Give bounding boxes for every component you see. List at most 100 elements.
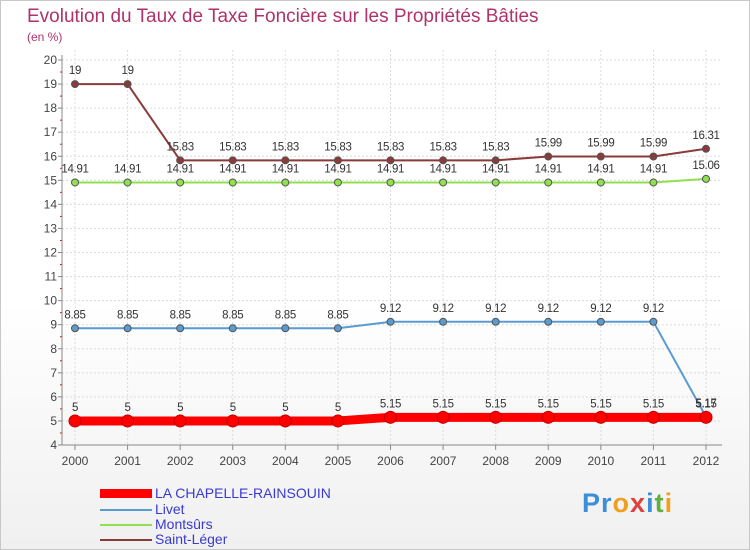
data-point [176, 178, 185, 187]
data-point [281, 178, 290, 187]
data-point [649, 152, 658, 161]
data-label: 15.83 [219, 141, 246, 153]
x-tick-label: 2001 [114, 454, 141, 468]
y-tick-label: 20 [44, 53, 58, 67]
x-tick-label: 2004 [272, 454, 299, 468]
data-label: 15.99 [640, 137, 667, 149]
data-label: 14.91 [272, 163, 299, 175]
data-label: 9.12 [485, 303, 506, 315]
data-label: 15.83 [324, 141, 351, 153]
legend-swatch [100, 539, 152, 541]
y-tick-label: 6 [50, 390, 57, 404]
data-point [439, 156, 448, 165]
data-point [491, 317, 500, 326]
data-point [491, 156, 500, 165]
data-label: 9.12 [590, 303, 611, 315]
y-tick-label: 7 [50, 366, 57, 380]
data-point [71, 178, 79, 187]
data-label: 8.85 [64, 309, 85, 321]
y-tick-label: 12 [44, 246, 58, 260]
x-tick-label: 2003 [219, 454, 246, 468]
data-label: 15.06 [692, 160, 719, 172]
proxiti-logo: Proxiti [582, 488, 674, 518]
data-point [544, 152, 553, 161]
y-tick-label: 19 [44, 77, 58, 91]
chart-unit: (en %) [27, 30, 63, 44]
data-point [123, 178, 132, 187]
data-label: 15.83 [429, 141, 456, 153]
data-point [439, 317, 448, 326]
legend-label: Saint-Léger [155, 531, 228, 547]
data-point [702, 174, 710, 183]
data-label: 19 [121, 65, 133, 77]
y-tick-label: 17 [44, 125, 58, 139]
data-label: 15.83 [272, 141, 299, 153]
data-point [596, 317, 605, 326]
data-label: 15.99 [587, 137, 614, 149]
data-label: 8.85 [327, 309, 348, 321]
legend-swatch [100, 509, 152, 511]
data-point [436, 410, 450, 424]
data-point [699, 410, 713, 424]
y-tick-label: 15 [44, 173, 58, 187]
data-point [489, 410, 503, 424]
data-label: 5.17 [695, 398, 716, 410]
data-point [123, 324, 132, 333]
data-label: 5.15 [380, 398, 401, 410]
x-tick-label: 2005 [325, 454, 352, 468]
data-point [491, 178, 500, 187]
y-tick-label: 9 [50, 318, 57, 332]
data-point [541, 410, 555, 424]
data-point [333, 178, 342, 187]
data-point [226, 414, 240, 428]
data-point [331, 414, 345, 428]
chart-title: Evolution du Taux de Taxe Foncière sur l… [27, 6, 539, 27]
data-point [596, 152, 605, 161]
data-label: 9.12 [432, 303, 453, 315]
data-point [173, 414, 187, 428]
y-tick-label: 8 [50, 342, 57, 356]
data-point [176, 324, 185, 333]
data-label: 14.91 [482, 163, 509, 175]
data-label: 16.31 [692, 130, 719, 142]
data-label: 14.91 [167, 163, 194, 175]
data-label: 14.91 [219, 163, 246, 175]
data-point [121, 414, 135, 428]
data-label: 5 [282, 402, 288, 414]
data-point [386, 178, 395, 187]
data-point [439, 178, 448, 187]
x-tick-label: 2000 [62, 454, 89, 468]
x-tick-label: 2002 [167, 454, 194, 468]
legend-label: Montsûrs [155, 516, 213, 532]
y-tick-label: 10 [44, 294, 58, 308]
x-tick-label: 2009 [535, 454, 562, 468]
data-point [649, 317, 658, 326]
data-label: 9.12 [643, 303, 664, 315]
data-point [386, 317, 395, 326]
data-point [176, 156, 185, 165]
data-point [281, 324, 290, 333]
data-point [702, 144, 710, 153]
data-label: 14.91 [114, 163, 141, 175]
data-point [281, 156, 290, 165]
data-label: 5 [72, 402, 78, 414]
x-tick-label: 2006 [377, 454, 404, 468]
data-point [228, 324, 237, 333]
data-label: 19 [69, 65, 81, 77]
data-point [228, 178, 237, 187]
data-label: 14.91 [535, 163, 562, 175]
data-label: 5.15 [643, 398, 664, 410]
y-tick-label: 4 [50, 438, 57, 452]
data-label: 5.15 [432, 398, 453, 410]
data-label: 15.99 [535, 137, 562, 149]
data-label: 9.12 [380, 303, 401, 315]
legend-swatch [100, 524, 152, 526]
y-tick-label: 18 [44, 101, 58, 115]
x-tick-label: 2007 [430, 454, 457, 468]
data-label: 5.15 [590, 398, 611, 410]
data-label: 9.12 [538, 303, 559, 315]
data-label: 5 [177, 402, 183, 414]
data-label: 5.15 [538, 398, 559, 410]
x-tick-label: 2010 [587, 454, 614, 468]
